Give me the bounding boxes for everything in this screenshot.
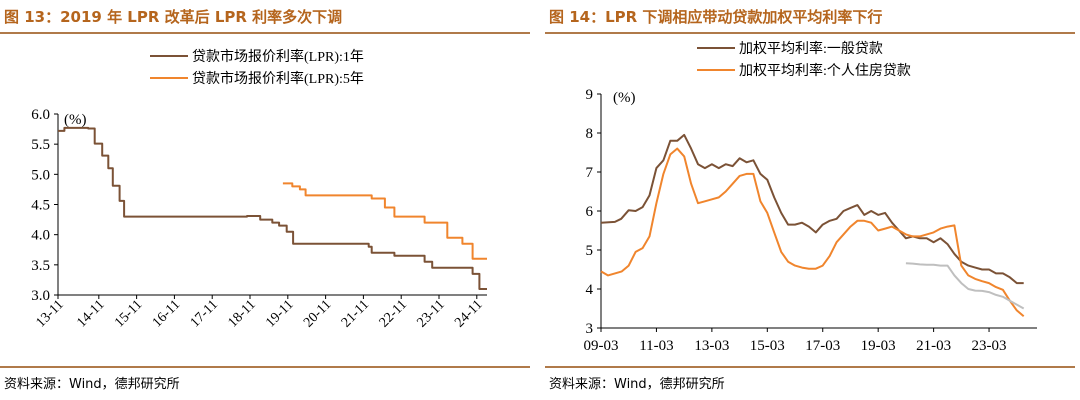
x-tick-label: 19-03: [861, 338, 896, 354]
y-tick-label: 4.5: [31, 198, 50, 214]
x-tick-label: 23-11: [414, 297, 447, 330]
x-tick-label: 13-03: [694, 338, 729, 354]
y-tick-label: 4: [586, 282, 594, 298]
y-tick-label: 6: [586, 204, 594, 220]
x-tick-label: 15-11: [112, 297, 145, 330]
y-tick-label: 6.0: [31, 107, 50, 123]
y-tick-label: 8: [586, 126, 594, 142]
figure-14-chart: 9 8 7 6 5 4 309-03 11-03 13-03 15-03 17-03 19-03 21-…: [584, 40, 1037, 354]
figure-13-source: 资料来源：Wind，德邦研究所: [4, 377, 180, 392]
x-tick-label: 16-11: [150, 297, 183, 330]
figure-13-top-rule: [0, 32, 530, 34]
x-tick-label: 17-11: [188, 297, 221, 330]
y-tick-label: 9: [586, 87, 594, 103]
series-line-1: [282, 182, 487, 260]
x-tick-label: 17-03: [805, 338, 840, 354]
y-tick-label: 5: [586, 243, 594, 259]
x-tick-label: 18-11: [225, 297, 258, 330]
x-tick-label: 20-11: [301, 297, 334, 330]
x-tick-label: 24-11: [452, 297, 485, 330]
figure-14-title: 图 14：LPR 下调相应带动贷款加权平均利率下行: [549, 8, 883, 26]
x-tick-label: 19-11: [263, 297, 296, 330]
series-line-0: [58, 126, 487, 290]
y-tick-label: 3.5: [31, 258, 50, 274]
x-tick-label: 23-03: [972, 338, 1007, 354]
legend-label-1: 贷款市场报价利率(LPR):5年: [192, 70, 364, 87]
x-tick-label: 09-03: [584, 338, 619, 354]
series-line-2: [905, 262, 1025, 310]
x-tick-label: 22-11: [377, 297, 410, 330]
figure-13-bottom-rule: [0, 366, 530, 368]
y-tick-label: 5.5: [31, 137, 50, 153]
figure-13-title: 图 13：2019 年 LPR 改革后 LPR 利率多次下调: [4, 8, 343, 26]
series-line-0: [600, 133, 1024, 285]
y-tick-label: 3: [586, 321, 594, 337]
unit-label: (%): [64, 112, 87, 128]
x-tick-label: 11-03: [639, 338, 673, 354]
unit-label: (%): [613, 90, 636, 106]
figure-14-top-rule: [545, 32, 1075, 34]
legend-label-1: 加权平均利率:个人住房贷款: [739, 62, 911, 79]
figure-14-source: 资料来源：Wind，德邦研究所: [549, 377, 725, 392]
legend-label-0: 贷款市场报价利率(LPR):1年: [192, 48, 364, 65]
y-tick-label: 7: [586, 165, 594, 181]
y-tick-label: 4.0: [31, 228, 50, 244]
x-tick-label: 21-11: [339, 297, 372, 330]
figure-13-panel: 图 13：2019 年 LPR 改革后 LPR 利率多次下调 6.0 5.5 5.0…: [0, 0, 530, 400]
figure-14-bottom-rule: [545, 366, 1075, 368]
legend-label-0: 加权平均利率:一般贷款: [739, 40, 883, 57]
figure-13-chart: 6.05.55.04.54.03.53.013-11 14-11 15-11 16-1…: [31, 48, 487, 331]
figure-14-panel: 图 14：LPR 下调相应带动贷款加权平均利率下行 9 8 7 6 5 4 3 09-03 11…: [545, 0, 1075, 400]
y-tick-label: 3.0: [31, 288, 50, 304]
x-tick-label: 21-03: [916, 338, 951, 354]
series-line-1: [600, 147, 1025, 318]
x-tick-label: 15-03: [750, 338, 785, 354]
y-tick-label: 5.0: [31, 167, 50, 183]
x-tick-label: 14-11: [74, 297, 107, 330]
